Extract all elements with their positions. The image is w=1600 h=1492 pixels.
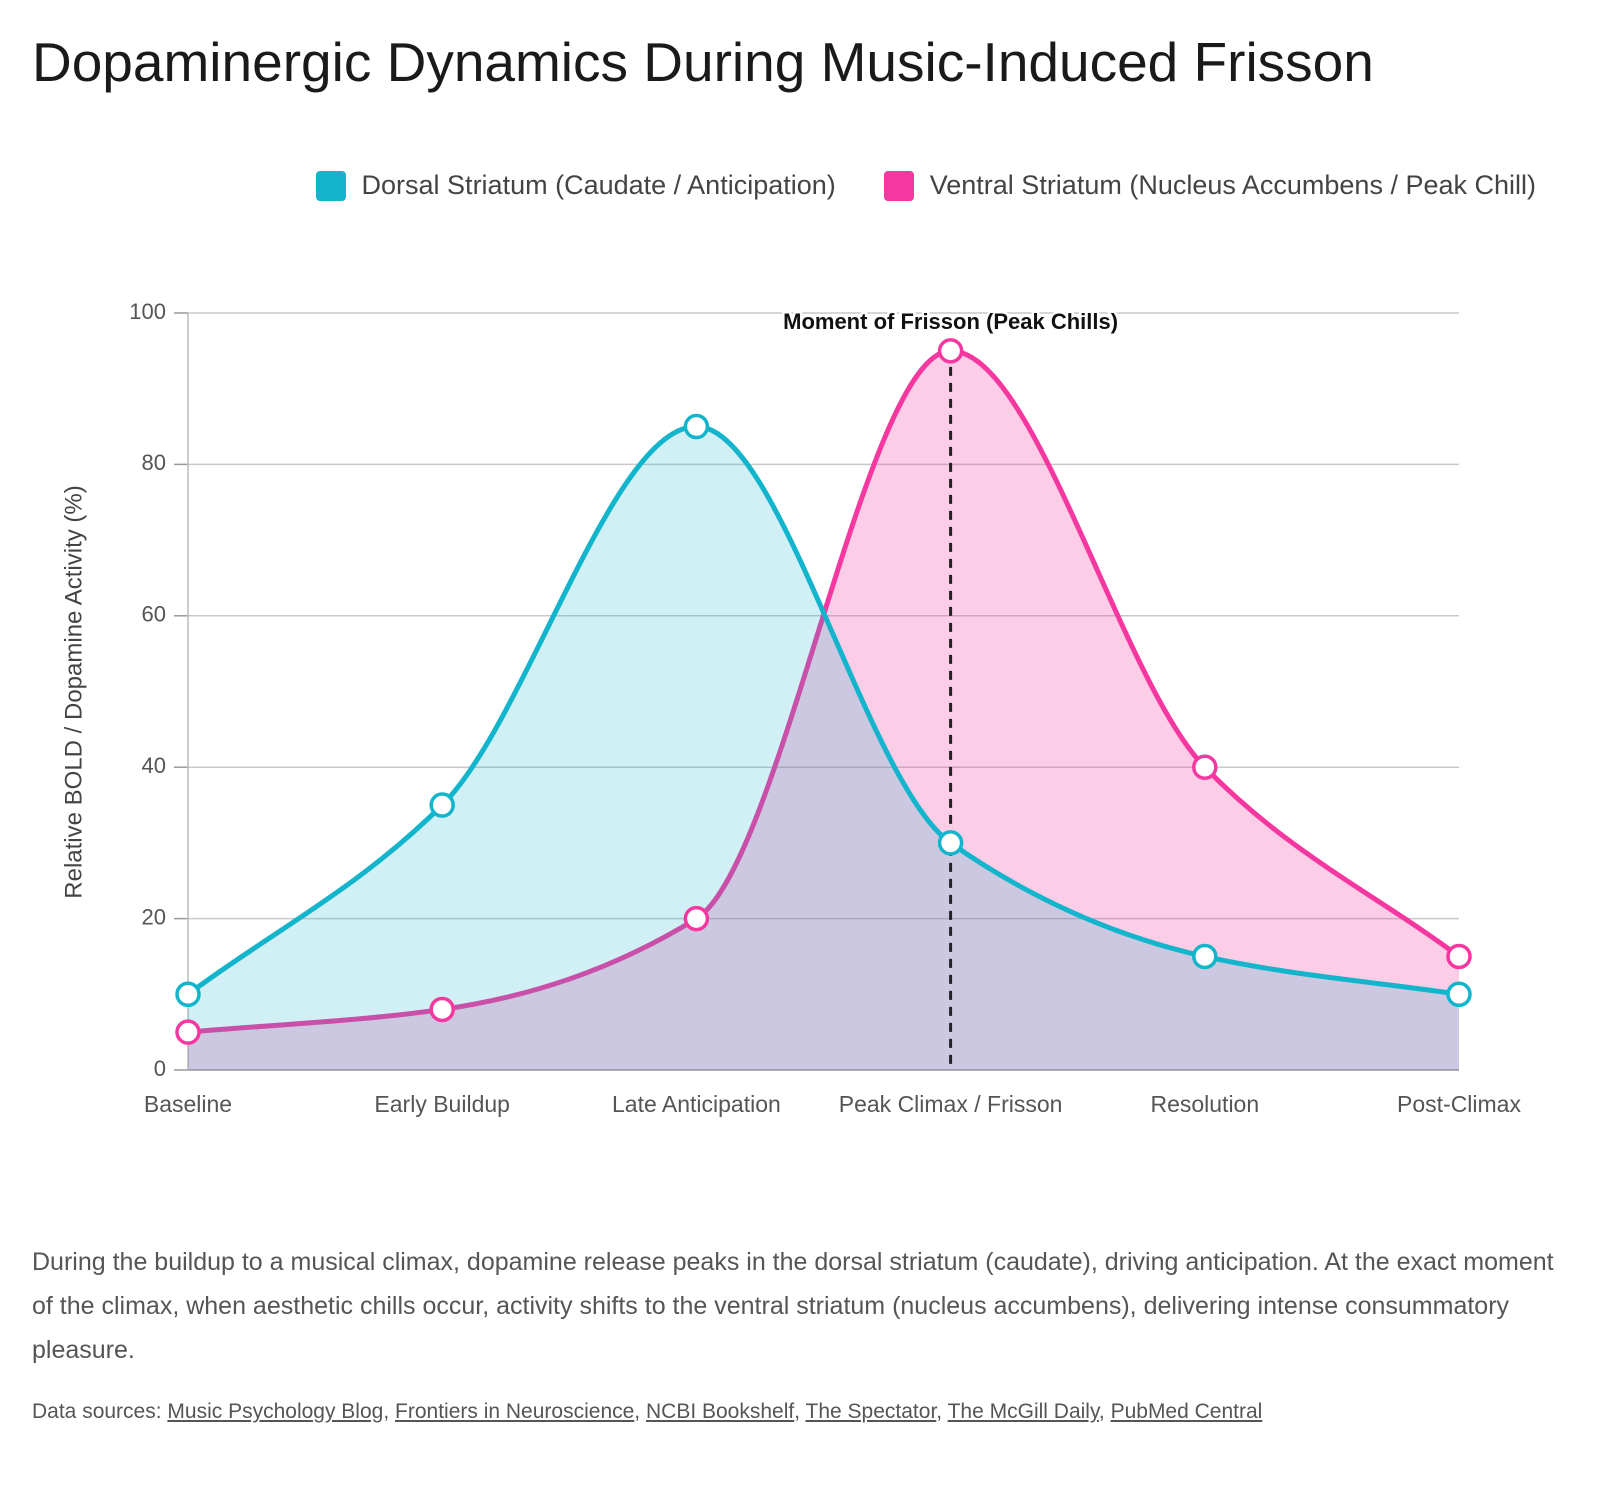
point: [683, 413, 710, 440]
y-tick-label: 80: [142, 450, 166, 475]
x-tick-label: Resolution: [1150, 1091, 1259, 1117]
separator: ,: [794, 1400, 801, 1423]
point: [1192, 943, 1218, 970]
x-tick-label: Post-Climax: [1397, 1091, 1521, 1117]
point: [1446, 943, 1472, 970]
legend-entry: Dorsal Striatum (Caudate / Anticipation): [315, 170, 836, 201]
sources-label: Data sources:: [32, 1400, 162, 1423]
separator: ,: [634, 1400, 641, 1423]
point: [175, 981, 201, 1008]
legend-label: Dorsal Striatum (Caudate / Anticipation): [361, 170, 836, 200]
separator: ,: [936, 1400, 943, 1423]
x-tick-label: Peak Climax / Frisson: [839, 1091, 1063, 1117]
y-tick-label: 20: [142, 904, 166, 929]
legend-entry: Ventral Striatum (Nucleus Accumbens / Pe…: [883, 170, 1536, 201]
source-link[interactable]: NCBI Bookshelf: [645, 1400, 795, 1423]
x-tick-label: Baseline: [144, 1091, 232, 1117]
separator: ,: [1098, 1400, 1105, 1423]
y-tick-label: 60: [142, 602, 166, 627]
source-link[interactable]: Frontiers in Neuroscience: [395, 1400, 635, 1423]
chart-title: Dopaminergic Dynamics During Music-Induc…: [32, 31, 1374, 93]
description: During the buildup to a musical climax, …: [32, 1248, 1554, 1364]
point: [937, 338, 964, 364]
x-tick-label: Early Buildup: [374, 1091, 510, 1117]
legend-swatch: [315, 170, 346, 201]
x-tick-label: Late Anticipation: [612, 1091, 781, 1117]
sources: Data sources: Music Psychology Blog, Fro…: [32, 1400, 1262, 1424]
annotation-label: Moment of Frisson (Peak Chills): [783, 309, 1118, 334]
point: [1446, 981, 1472, 1008]
legend-label: Ventral Striatum (Nucleus Accumbens / Pe…: [929, 170, 1536, 200]
point: [175, 1019, 201, 1045]
y-tick-label: 40: [142, 753, 166, 778]
legend-swatch: [883, 170, 914, 201]
point: [937, 830, 964, 856]
point: [1192, 754, 1218, 780]
y-tick-label: 0: [154, 1056, 166, 1081]
area: [188, 350, 1459, 1071]
point: [429, 996, 455, 1023]
y-tick-label: 100: [129, 299, 166, 324]
area: [188, 426, 1459, 1070]
y-axis-label: Relative BOLD / Dopamine Activity (%): [60, 485, 87, 898]
separator: ,: [383, 1400, 390, 1423]
source-link[interactable]: PubMed Central: [1110, 1400, 1263, 1423]
point: [683, 905, 710, 932]
source-link[interactable]: The Spectator: [805, 1400, 937, 1423]
legend: Dorsal Striatum (Caudate / Anticipation)…: [315, 170, 1536, 201]
chart: Relative BOLD / Dopamine Activity (%) 0 2…: [60, 299, 1521, 1117]
source-link[interactable]: The McGill Daily: [947, 1400, 1099, 1423]
source-link[interactable]: Music Psychology Blog: [167, 1400, 384, 1423]
point: [429, 792, 455, 818]
